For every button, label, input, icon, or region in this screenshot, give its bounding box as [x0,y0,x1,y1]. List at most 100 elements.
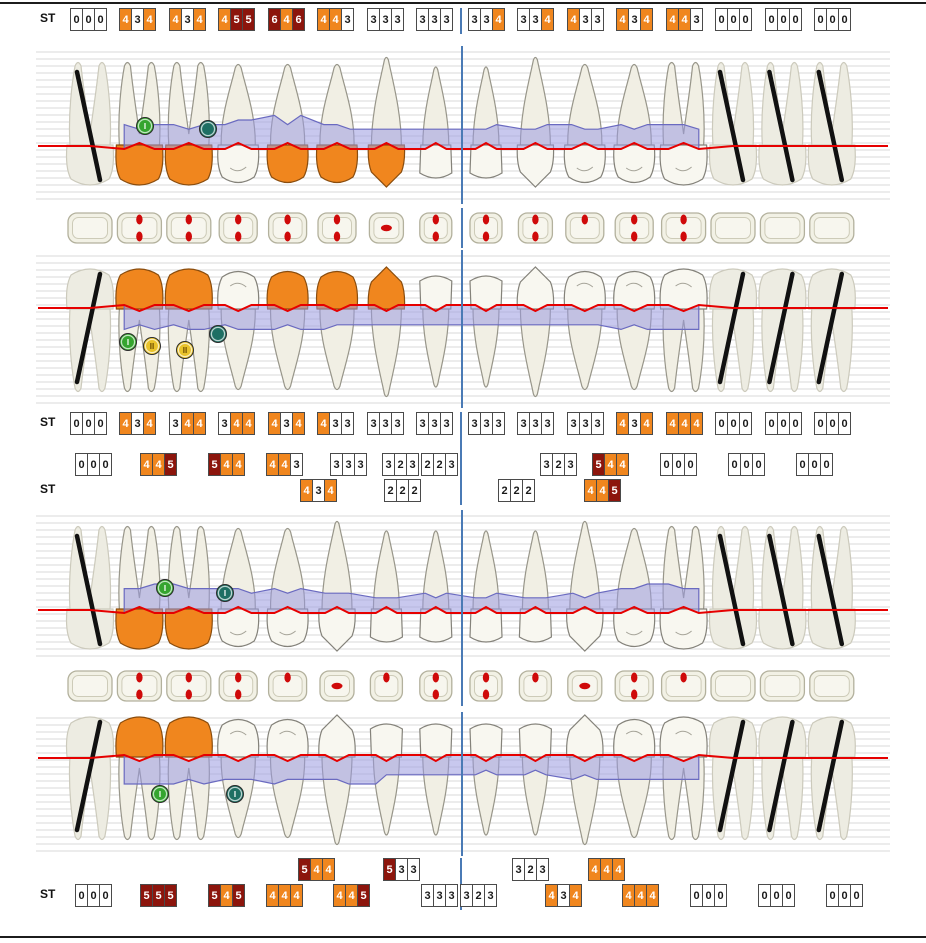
probing-depth-cell[interactable]: 4 [290,884,303,907]
occlusal-tooth[interactable] [469,670,503,702]
occlusal-tooth[interactable] [614,670,654,702]
probing-depth-cell[interactable]: 4 [492,8,505,31]
tooth[interactable] [566,520,604,652]
probing-depth-cell[interactable]: 4 [242,412,255,435]
tooth[interactable] [807,268,856,393]
occlusal-tooth[interactable] [319,670,355,702]
tooth[interactable] [758,268,807,393]
probing-depth-cell[interactable]: 5 [242,8,255,31]
probing-depth-cell[interactable]: 3 [440,412,453,435]
probing-depth-cell[interactable]: 5 [164,453,177,476]
probing-depth-cell[interactable]: 0 [777,8,790,31]
tooth[interactable] [563,270,606,391]
furcation-marker[interactable]: II [176,341,194,359]
furcation-marker[interactable]: I [151,785,169,803]
occlusal-tooth[interactable] [67,670,113,702]
tooth[interactable] [367,56,406,188]
occlusal-tooth[interactable] [809,670,855,702]
occlusal-tooth[interactable] [517,212,554,244]
probing-depth-cell[interactable]: 3 [354,453,367,476]
probing-depth-cell[interactable]: 3 [391,412,404,435]
probing-depth-cell[interactable]: 3 [484,884,497,907]
tooth[interactable] [65,525,115,650]
probing-depth-cell[interactable]: 4 [322,858,335,881]
probing-depth-cell[interactable]: 3 [181,8,194,31]
probing-depth-cell[interactable]: 3 [407,858,420,881]
probing-depth-cell[interactable]: 0 [728,453,741,476]
probing-depth-cell[interactable]: 4 [596,479,609,502]
probing-depth-cell[interactable]: 3 [341,412,354,435]
tooth[interactable] [469,530,503,643]
furcation-marker[interactable] [199,120,217,138]
occlusal-tooth[interactable] [809,212,855,244]
probing-depth-cell[interactable]: 2 [408,479,421,502]
occlusal-tooth[interactable] [660,670,707,702]
probing-depth-cell[interactable]: 0 [87,453,100,476]
probing-depth-cell[interactable]: 3 [341,8,354,31]
tooth[interactable] [807,716,856,841]
tooth[interactable] [659,61,708,186]
probing-depth-cell[interactable]: 0 [838,8,851,31]
probing-depth-cell[interactable]: 3 [541,412,554,435]
occlusal-tooth[interactable] [614,212,654,244]
tooth[interactable] [469,275,503,388]
probing-depth-cell[interactable]: 3 [492,412,505,435]
probing-depth-cell[interactable]: 4 [646,884,659,907]
probing-depth-cell[interactable]: 0 [94,8,107,31]
occlusal-tooth[interactable] [368,212,405,244]
tooth[interactable] [758,61,807,186]
occlusal-tooth[interactable] [565,212,605,244]
probing-depth-cell[interactable]: 4 [612,858,625,881]
tooth[interactable] [758,716,807,841]
probing-depth-cell[interactable]: 3 [391,8,404,31]
tooth[interactable] [369,530,404,643]
tooth[interactable] [115,268,164,393]
probing-depth-cell[interactable]: 4 [690,412,703,435]
occlusal-tooth[interactable] [518,670,553,702]
tooth[interactable] [518,530,553,643]
probing-depth-cell[interactable]: 0 [814,412,827,435]
probing-depth-cell[interactable]: 0 [770,884,783,907]
probing-depth-cell[interactable]: 0 [752,453,765,476]
tooth[interactable] [518,723,553,836]
probing-depth-cell[interactable]: 4 [181,412,194,435]
probing-depth-cell[interactable]: 3 [445,884,458,907]
probing-depth-cell[interactable]: 3 [440,8,453,31]
probing-depth-cell[interactable]: 3 [406,453,419,476]
probing-depth-cell[interactable]: 4 [143,412,156,435]
furcation-marker[interactable] [209,325,227,343]
probing-depth-cell[interactable]: 0 [99,884,112,907]
furcation-marker[interactable]: I [156,579,174,597]
probing-depth-cell[interactable]: 2 [394,453,407,476]
probing-depth-cell[interactable]: 3 [290,453,303,476]
occlusal-tooth[interactable] [369,670,404,702]
tooth[interactable] [164,268,213,393]
tooth[interactable] [419,723,453,836]
probing-depth-cell[interactable]: 2 [421,453,434,476]
occlusal-tooth[interactable] [710,212,756,244]
probing-depth-cell[interactable]: 5 [140,884,153,907]
tooth[interactable] [469,723,503,836]
probing-depth-cell[interactable]: 0 [782,884,795,907]
occlusal-tooth[interactable] [218,212,258,244]
occlusal-tooth[interactable] [567,670,603,702]
probing-depth-cell[interactable]: 0 [838,884,851,907]
probing-depth-cell[interactable]: 4 [152,453,165,476]
occlusal-tooth[interactable] [419,670,453,702]
probing-depth-cell[interactable]: 4 [193,8,206,31]
probing-depth-cell[interactable]: 4 [640,8,653,31]
tooth[interactable] [419,275,453,388]
tooth[interactable] [469,66,503,179]
probing-depth-cell[interactable]: 0 [789,412,802,435]
probing-depth-cell[interactable]: 4 [640,412,653,435]
probing-depth-cell[interactable]: 6 [268,8,281,31]
furcation-marker[interactable]: I [136,117,154,135]
probing-depth-cell[interactable]: 3 [591,8,604,31]
probing-depth-cell[interactable]: 0 [714,884,727,907]
probing-depth-cell[interactable]: 0 [739,8,752,31]
furcation-marker[interactable]: I [216,584,234,602]
tooth[interactable] [758,525,807,650]
tooth[interactable] [708,525,758,650]
probing-depth-cell[interactable]: 0 [684,453,697,476]
tooth[interactable] [419,66,453,179]
